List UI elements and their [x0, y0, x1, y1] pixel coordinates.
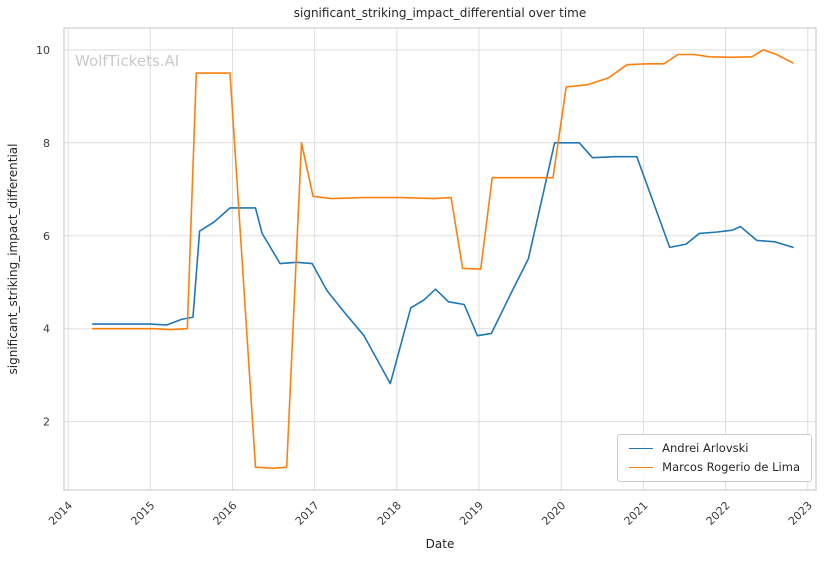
legend-entry: Andrei Arlovski	[629, 441, 800, 455]
legend: Andrei Arlovski Marcos Rogerio de Lima	[617, 434, 812, 482]
x-tick-label: 2018	[375, 499, 404, 528]
y-tick-label: 8	[43, 137, 50, 150]
legend-label: Marcos Rogerio de Lima	[662, 459, 800, 474]
legend-entry: Marcos Rogerio de Lima	[629, 459, 800, 474]
x-tick-label: 2019	[457, 499, 486, 528]
y-tick-label: 6	[43, 230, 50, 243]
watermark: WolfTickets.AI	[75, 52, 179, 70]
y-tick-label: 10	[36, 44, 50, 57]
legend-line-swatch-orange	[629, 466, 654, 468]
x-tick-label: 2017	[293, 499, 322, 528]
x-tick-label: 2022	[704, 499, 733, 528]
x-tick-label: 2023	[786, 499, 815, 528]
x-tick-label: 2021	[622, 499, 651, 528]
y-tick-label: 2	[43, 416, 50, 429]
legend-label: Andrei Arlovski	[662, 441, 749, 455]
y-tick-label: 4	[43, 323, 50, 336]
x-axis-label: Date	[426, 537, 455, 551]
x-tick-label: 2014	[46, 499, 75, 528]
series-line-andrei-arlovski	[92, 142, 794, 385]
x-tick-label: 2016	[211, 499, 240, 528]
x-tick-label: 2020	[539, 499, 568, 528]
legend-line-swatch-blue	[629, 448, 654, 450]
series-line-marcos-rogerio-de-lima	[92, 48, 794, 470]
x-tick-label: 2015	[128, 499, 157, 528]
chart-generated-layer: 2014 2015 2016 2017 2018 2019 2020 2021 2022 2023…	[36, 27, 817, 528]
chart-title: significant_striking_impact_differential…	[294, 6, 586, 20]
y-axis-label: significant_striking_impact_differential	[6, 144, 20, 375]
plot-frame	[63, 27, 817, 491]
